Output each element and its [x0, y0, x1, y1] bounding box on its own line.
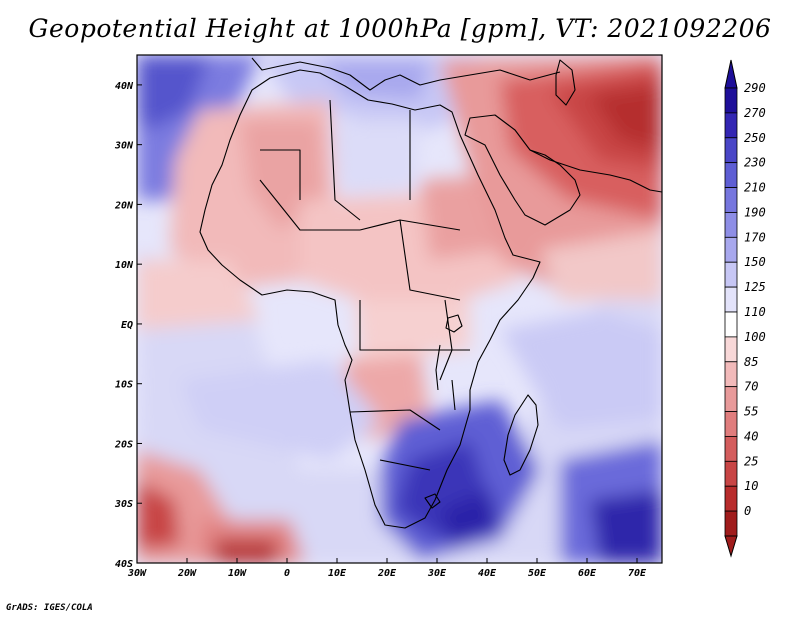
colorbar-swatch [724, 162, 738, 188]
colorbar-level-label: 110 [744, 305, 766, 319]
colorbar-level-label: 125 [744, 280, 766, 294]
colorbar-swatch [724, 336, 738, 363]
colorbar-min-arrow [724, 535, 738, 558]
colorbar-swatch [724, 261, 738, 288]
colorbar-swatch [724, 311, 738, 338]
x-tick-label: 30W [127, 568, 147, 579]
colorbar-level-label: 0 [744, 504, 751, 518]
colorbar-level-label: 150 [744, 255, 766, 269]
x-tick-label: 20E [377, 568, 397, 579]
colorbar-swatch [724, 411, 738, 437]
field-layer [137, 55, 662, 563]
y-tick-label: EQ [121, 320, 133, 331]
colorbar-max-arrow [724, 59, 738, 89]
colorbar-level-label: 170 [744, 230, 766, 244]
y-tick-label: 40S [115, 559, 133, 570]
africa-coastline [199, 69, 541, 529]
colorbar-level-label: 40 [744, 429, 758, 443]
colorbar-level-label: 230 [744, 156, 766, 170]
y-tick-label: 20S [114, 439, 133, 450]
colorbar-level-label: 100 [744, 330, 766, 344]
y-tick-label: 10S [115, 380, 133, 391]
colorbar-level-label: 210 [744, 181, 766, 195]
colorbar-swatch [724, 212, 738, 238]
colorbar-swatch [724, 187, 738, 213]
colorbar-level-label: 290 [744, 81, 766, 95]
colorbar-level-label: 10 [744, 479, 758, 493]
colorbar-swatch [724, 436, 738, 462]
y-tick-label: 10N [115, 260, 134, 271]
colorbar-level-label: 85 [744, 355, 758, 369]
colorbar-level-label: 190 [744, 205, 766, 219]
y-tick-label: 20N [114, 200, 134, 211]
colorbar-swatch [724, 137, 738, 164]
colorbar-swatch [724, 286, 738, 313]
y-tick-label: 30N [114, 141, 134, 152]
x-tick-label: 10W [228, 568, 247, 579]
x-tick-label: 0 [284, 568, 290, 579]
colorbar-swatch [724, 460, 738, 487]
x-tick-label: 60E [578, 568, 597, 579]
colorbar-level-label: 270 [744, 106, 766, 120]
colorbar-swatch [724, 361, 738, 388]
colorbar-level-label: 55 [744, 405, 758, 419]
colorbar-swatch [724, 386, 738, 412]
europe-coastline [251, 57, 561, 91]
colorbar-level-label: 70 [744, 380, 758, 394]
colorbar-swatch [724, 87, 738, 114]
x-tick-label: 10E [328, 568, 347, 579]
y-axis: 40N 30N 20N 10N EQ 10S 20S 30S 40S [114, 81, 142, 570]
x-tick-label: 70E [628, 568, 647, 579]
x-tick-label: 20W [177, 568, 197, 579]
grads-credit: GrADS: IGES/COLA [6, 603, 93, 613]
x-tick-label: 30E [427, 568, 447, 579]
x-axis: 30W 20W 10W 0 10E 20E 30E 40E 50E 60E 70E [127, 558, 647, 579]
arabian-peninsula-coastline [464, 114, 581, 226]
colorbar: 2902702502302101901701501251101008570554… [724, 59, 766, 558]
x-tick-label: 40E [478, 568, 497, 579]
colorbar-level-label: 250 [744, 131, 766, 145]
colorbar-level-label: 25 [744, 454, 758, 468]
asia-coastline [529, 149, 662, 193]
colorbar-swatch [724, 236, 738, 263]
map-frame [136, 54, 663, 564]
coastline-layer [199, 57, 662, 529]
y-tick-label: 30S [114, 499, 133, 510]
y-tick-label: 40N [115, 81, 134, 92]
madagascar-coastline [503, 394, 539, 476]
x-tick-label: 50E [528, 568, 547, 579]
map-title: Geopotential Height at 1000hPa [gpm], VT… [28, 14, 772, 43]
colorbar-swatch [724, 485, 738, 512]
colorbar-swatch [724, 112, 738, 139]
colorbar-swatch [724, 510, 738, 537]
